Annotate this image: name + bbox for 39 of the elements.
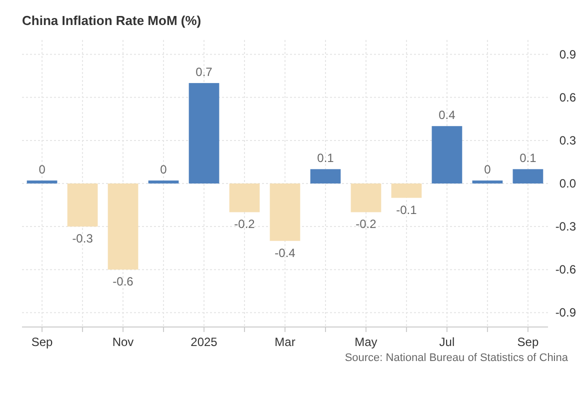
data-label: 0.4 — [438, 108, 456, 122]
x-tick-label: Jul — [439, 335, 455, 349]
x-tick-label: May — [354, 335, 378, 349]
bar — [229, 184, 260, 212]
data-label: 0.7 — [196, 65, 213, 80]
bar — [67, 184, 98, 227]
y-tick-label: 0.9 — [559, 47, 576, 62]
bar — [310, 169, 341, 184]
data-label: 0.1 — [520, 151, 537, 166]
x-tick-label: Mar — [274, 335, 296, 349]
y-tick-label: -0.6 — [555, 262, 576, 277]
data-label: -0.2 — [234, 217, 256, 232]
data-label: 0 — [38, 162, 46, 176]
y-tick-label: 0.6 — [559, 90, 576, 104]
bar — [391, 184, 422, 198]
y-tick-label: -0.9 — [555, 306, 576, 320]
bar — [188, 83, 220, 184]
bar — [432, 126, 462, 184]
bar — [108, 184, 138, 270]
data-label: 0 — [484, 162, 492, 176]
bar — [512, 169, 544, 184]
data-label: -0.3 — [72, 232, 94, 246]
data-label: -0.1 — [396, 202, 418, 217]
bar — [270, 184, 300, 241]
x-tick-label: 2025 — [190, 335, 218, 349]
y-tick-label: 0.0 — [559, 176, 576, 190]
data-label: -0.4 — [274, 246, 296, 260]
x-tick-label: Nov — [112, 335, 134, 349]
x-tick-label: Sep — [517, 335, 539, 349]
data-label: 0 — [160, 162, 168, 176]
y-tick-label: -0.3 — [555, 220, 576, 234]
y-tick-label: 0.3 — [559, 133, 576, 148]
chart-title: China Inflation Rate MoM (%) — [22, 13, 202, 28]
data-label: -0.6 — [112, 274, 134, 289]
source-note: Source: National Bureau of Statistics of China — [344, 352, 569, 364]
data-label: -0.2 — [356, 217, 377, 232]
bar — [350, 184, 382, 212]
data-label: 0.1 — [317, 151, 334, 166]
x-tick-label: Sep — [31, 335, 54, 349]
